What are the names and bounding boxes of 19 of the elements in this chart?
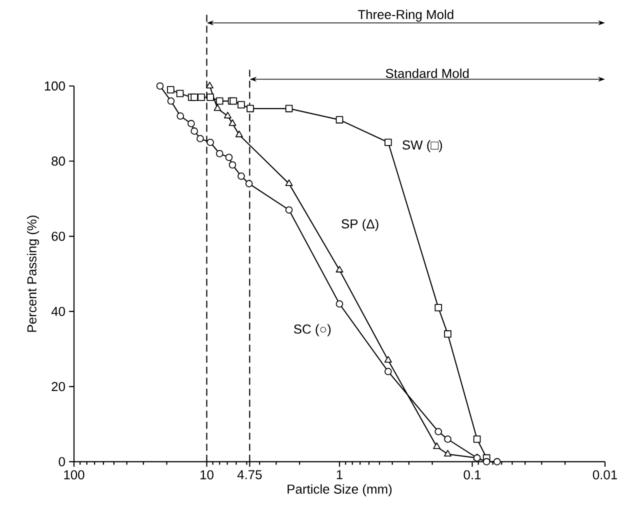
- y-tick-label: 80: [52, 156, 65, 166]
- x-tick-label: 1: [336, 470, 342, 480]
- x-axis-title: Particle Size (mm): [288, 484, 392, 496]
- series-label: SP (Δ): [342, 218, 378, 232]
- y-axis-title: Percent Passing (%): [26, 216, 40, 332]
- y-tick-label: 40: [51, 306, 65, 316]
- x-tick-label: 0.01: [592, 470, 617, 480]
- y-tick-label: 20: [52, 382, 65, 392]
- text: Three-Ring Mold: [358, 10, 454, 22]
- x-tick-label: 100: [64, 470, 84, 480]
- x-tick-label: 10: [200, 470, 214, 480]
- series-label: SC (○): [294, 324, 331, 336]
- y-tick-label: 0: [58, 457, 65, 466]
- y-tick-label: 60: [52, 232, 65, 241]
- text: Standard Mold: [386, 68, 469, 78]
- y-tick-label: 100: [44, 81, 65, 91]
- series-label: SW (□): [402, 140, 442, 152]
- x-tick-label: 0.1: [464, 470, 481, 480]
- x-tick-label: 4.75: [237, 470, 262, 480]
